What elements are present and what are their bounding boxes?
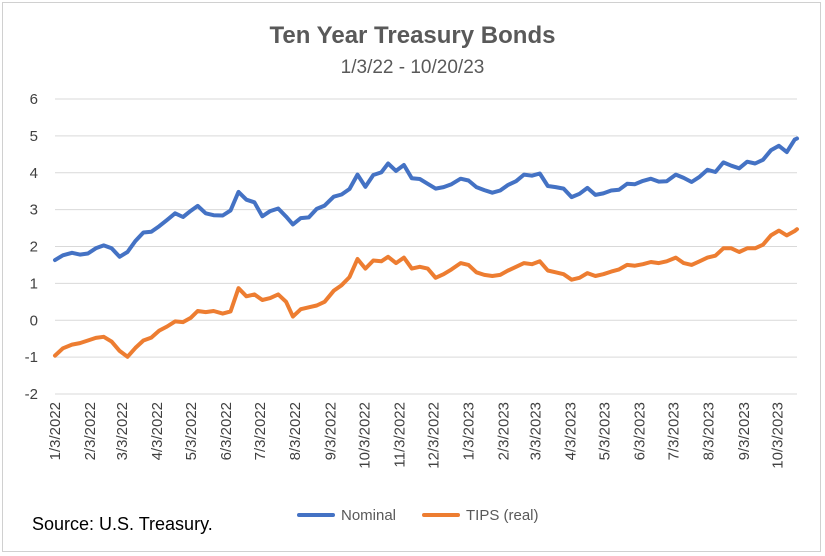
x-tick-label: 2/3/2023 <box>496 402 513 460</box>
y-tick-label: 3 <box>30 202 38 219</box>
x-tick-label: 9/3/2022 <box>322 402 339 460</box>
x-tick-label: 4/3/2023 <box>562 402 579 460</box>
y-tick-label: 1 <box>30 275 38 292</box>
chart-subtitle: 1/3/22 - 10/20/23 <box>340 57 485 78</box>
series-lines <box>53 136 799 359</box>
x-tick-label: 1/3/2022 <box>47 402 64 460</box>
series-line-tips <box>53 227 799 359</box>
x-tick-label: 3/3/2022 <box>114 402 131 460</box>
x-tick-label: 7/3/2022 <box>252 402 269 460</box>
y-tick-label: 5 <box>30 128 38 145</box>
y-axis-tick-labels: -2 -1 0 1 2 3 4 5 6 <box>25 91 38 403</box>
legend-item-tips: TIPS (real) <box>422 505 539 525</box>
y-tick-label: 6 <box>30 91 38 108</box>
x-tick-label: 7/3/2023 <box>666 402 683 460</box>
x-tick-label: 6/3/2023 <box>632 402 649 460</box>
y-tick-label: -1 <box>25 349 38 366</box>
x-tick-label: 8/3/2022 <box>287 402 304 460</box>
x-tick-label: 4/3/2022 <box>149 402 166 460</box>
legend: Nominal TIPS (real) <box>0 505 825 525</box>
series-line-nominal <box>53 136 799 263</box>
x-tick-label: 5/3/2023 <box>596 402 613 460</box>
x-tick-label: 8/3/2023 <box>701 402 718 460</box>
x-tick-label: 12/3/2022 <box>425 402 442 469</box>
x-tick-label: 3/3/2023 <box>527 402 544 460</box>
legend-label-tips: TIPS (real) <box>466 506 539 524</box>
y-tick-label: 4 <box>30 165 38 182</box>
x-tick-label: 6/3/2022 <box>218 402 235 460</box>
x-tick-label: 10/3/2022 <box>356 402 373 469</box>
source-note: Source: U.S. Treasury. <box>32 514 213 534</box>
x-tick-label: 5/3/2022 <box>183 402 200 460</box>
legend-item-nominal: Nominal <box>297 505 396 525</box>
y-tick-label: 2 <box>30 239 38 256</box>
x-axis-tick-labels: 1/3/2022 2/3/2022 3/3/2022 4/3/2022 5/3/2022… <box>47 402 787 469</box>
legend-label-nominal: Nominal <box>341 506 397 524</box>
chart-title: Ten Year Treasury Bonds <box>269 22 556 49</box>
legend-swatch-tips <box>422 513 460 517</box>
y-tick-label: 0 <box>30 312 38 329</box>
x-tick-label: 10/3/2023 <box>770 402 787 469</box>
x-tick-label: 11/3/2022 <box>391 402 408 468</box>
x-tick-label: 2/3/2022 <box>82 402 99 460</box>
x-tick-label: 1/3/2023 <box>460 402 477 460</box>
legend-swatch-nominal <box>297 513 335 517</box>
x-tick-label: 9/3/2023 <box>736 402 753 460</box>
y-tick-label: -2 <box>25 386 38 403</box>
gridlines <box>55 98 797 395</box>
